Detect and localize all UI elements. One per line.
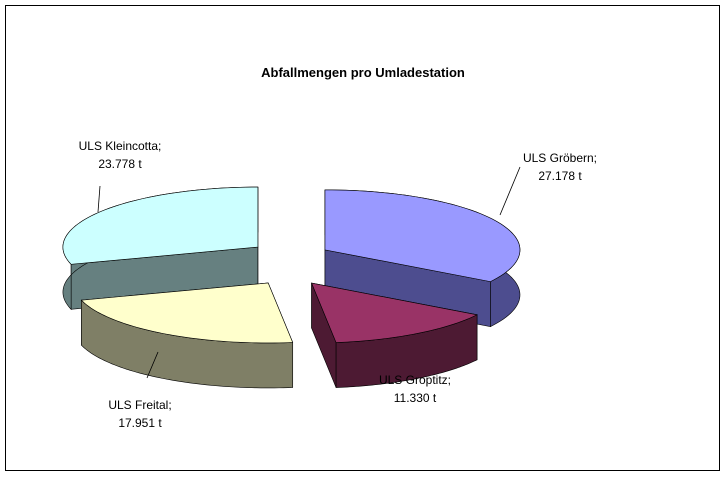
data-label: ULS Groptitz;	[379, 373, 451, 387]
slice	[80, 282, 294, 344]
slice	[324, 189, 521, 282]
leader-line	[146, 351, 159, 379]
data-label: ULS Freital;	[108, 398, 171, 412]
separator: ;	[448, 373, 451, 387]
slice	[62, 186, 259, 265]
leader-line	[97, 185, 101, 213]
separator: ;	[158, 139, 161, 153]
value-label: 23.778 t	[98, 157, 142, 171]
separator: ;	[168, 398, 171, 412]
chart-title: Abfallmengen pro Umladestation	[261, 65, 465, 80]
pie-tops	[62, 186, 521, 344]
category-name: ULS Groptitz	[379, 373, 448, 387]
category-name: ULS Gröbern	[523, 151, 594, 165]
category-name: ULS Kleincotta	[79, 139, 159, 153]
value-label: 27.178 t	[538, 169, 582, 183]
data-label: ULS Kleincotta;	[79, 139, 162, 153]
value-label: 17.951 t	[118, 416, 162, 430]
data-label: ULS Gröbern;	[523, 151, 597, 165]
slice	[311, 282, 478, 343]
separator: ;	[594, 151, 597, 165]
category-name: ULS Freital	[108, 398, 168, 412]
leader-line	[499, 166, 521, 216]
labels: ULS Gröbern; 27.178 t ULS Groptitz; 11.330 …	[79, 139, 597, 430]
value-label: 11.330 t	[394, 391, 437, 405]
